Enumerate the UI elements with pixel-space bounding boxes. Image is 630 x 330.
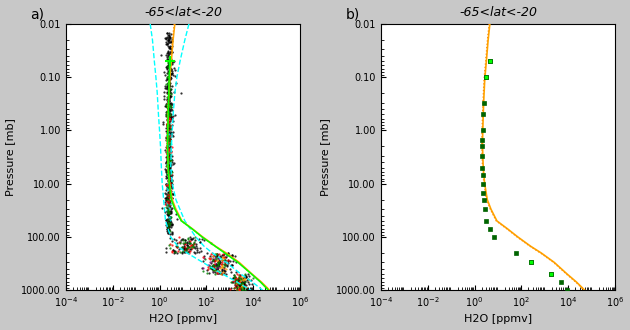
Title: -65<lat<-20: -65<lat<-20 bbox=[459, 6, 537, 18]
X-axis label: H2O [ppmv]: H2O [ppmv] bbox=[149, 314, 217, 324]
Title: -65<lat<-20: -65<lat<-20 bbox=[144, 6, 222, 18]
Y-axis label: Pressure [mb]: Pressure [mb] bbox=[6, 118, 16, 196]
Y-axis label: Pressure [mb]: Pressure [mb] bbox=[321, 118, 331, 196]
Text: b): b) bbox=[345, 8, 360, 21]
Text: a): a) bbox=[30, 8, 45, 21]
X-axis label: H2O [ppmv]: H2O [ppmv] bbox=[464, 314, 532, 324]
